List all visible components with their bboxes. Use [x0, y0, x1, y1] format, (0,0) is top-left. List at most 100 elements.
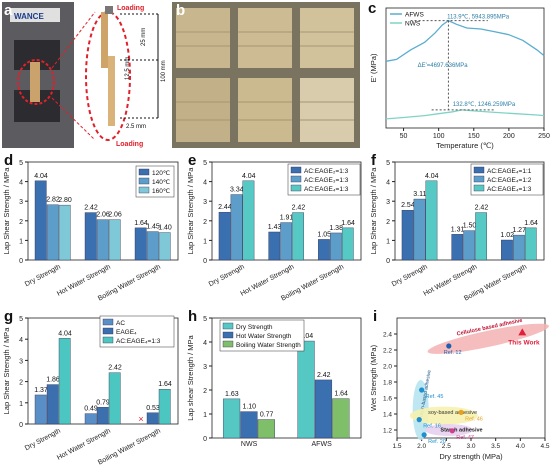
bar-value-label: 2.06 — [96, 212, 110, 219]
specimen — [30, 62, 40, 102]
bar-value-label: 1.64 — [341, 220, 355, 227]
bar — [318, 239, 330, 261]
legend-label: 140℃ — [152, 179, 171, 186]
legend-swatch — [102, 336, 114, 344]
panel-b-photos — [172, 2, 360, 148]
bar — [513, 234, 525, 261]
zoom-line-bottom — [51, 97, 96, 141]
bar — [58, 204, 71, 261]
point-label: Ref. 45 — [426, 394, 444, 400]
bar-value-label: 4.04 — [242, 173, 256, 180]
bar — [230, 194, 243, 261]
x-tick-label: 150 — [468, 133, 480, 140]
chart-d-svg: 0 1 2 3 4 5 Lap Shear Strength / MPa Dry Streng… — [2, 160, 179, 303]
panel-c-label: c — [368, 0, 377, 17]
point — [421, 432, 427, 438]
bar — [96, 407, 109, 425]
panel-g-label: g — [4, 308, 14, 325]
bar — [96, 219, 109, 261]
bar — [146, 412, 159, 425]
bar-value-label: 1.05 — [317, 231, 331, 238]
y-axis-label: Lap shear Strength / MPa — [186, 334, 195, 420]
legend-box — [219, 319, 305, 352]
bar-value-label: 1.45 — [146, 224, 160, 231]
y-tick-label: 1 — [386, 238, 390, 245]
bar-value-label: 4.04 — [34, 173, 48, 180]
y-tick-label: 1 — [203, 412, 207, 419]
y-tick-label: 2 — [19, 219, 23, 226]
y-tick-label: 2 — [19, 380, 23, 387]
bar-value-label: 4.04 — [300, 333, 314, 340]
legend-swatch — [102, 318, 114, 326]
bar — [332, 398, 350, 439]
x-tick-label: 100 — [433, 133, 445, 140]
y-tick-label: 4 — [19, 180, 23, 187]
bar-value-label: 1.43 — [268, 224, 282, 231]
bar-value-label: 1.86 — [46, 377, 60, 384]
chart-c-svg: 50 100 150 200 250 Temperature (℃) E' (MPa) 113… — [369, 7, 550, 150]
y-tick-label: 4 — [203, 340, 207, 347]
y-tick-label: 0 — [203, 258, 207, 265]
y-tick-label: 1.2 — [383, 428, 392, 435]
legend-swatch — [222, 322, 234, 330]
legend-label: AC — [116, 320, 125, 327]
point-label: Ref. 20 — [428, 439, 446, 445]
series-line — [385, 19, 545, 62]
x-category-label: Dry Strength — [208, 264, 246, 289]
bar-value-label: 1.27 — [512, 227, 526, 234]
bar — [425, 180, 438, 261]
x-tick-label: 3.0 — [466, 443, 475, 450]
legend-label: AC:EAGE₂=1:3 — [304, 168, 349, 175]
bar-value-label: 1.10 — [242, 404, 256, 411]
legend-label: AC:EAGE₃=1:3 — [304, 177, 349, 184]
zoom-ellipse — [85, 11, 131, 141]
bar-value-label: 1.38 — [329, 225, 343, 232]
bar — [292, 212, 304, 261]
bar — [257, 419, 275, 439]
y-tick-label: 1 — [203, 238, 207, 245]
panel-c: 50 100 150 200 250 Temperature (℃) E' (MPa) 113… — [364, 0, 550, 150]
bar — [158, 232, 171, 261]
y-tick-label: 1.6 — [383, 396, 392, 403]
chart-e-svg: 0 1 2 3 4 5 Lap Shear Strength / MPa Dry Streng… — [186, 160, 362, 303]
bar-value-label: 1.02 — [500, 232, 514, 239]
dim-100mm-label: 100 mm — [161, 60, 167, 82]
loading-top-label: Loading — [117, 5, 144, 12]
bar-value-label: 2.42 — [292, 205, 306, 212]
legend-label: EAGE₄ — [116, 329, 137, 336]
chart-f-svg: 0 1 2 3 4 5 Lap Shear Strength / MPa Dry Streng… — [369, 160, 545, 303]
point-this-work — [518, 328, 527, 336]
bar-value-label: 1.40 — [158, 225, 172, 232]
legend-label: AFWS — [405, 12, 424, 19]
y-tick-label: 3 — [203, 364, 207, 371]
y-tick-label: 3 — [19, 358, 23, 365]
legend-label: Dry Strength — [236, 324, 273, 331]
bar — [158, 389, 171, 425]
bar — [413, 198, 426, 261]
bar-value-label: 1.31 — [451, 226, 465, 233]
panel-a-label: a — [4, 2, 13, 19]
bar-value-label: 1.91 — [280, 215, 294, 222]
y-tick-label: 5 — [386, 160, 390, 167]
y-tick-label: 2.2 — [383, 348, 392, 355]
point-label: This Work — [508, 339, 540, 346]
x-category-label: Dry Strength — [391, 264, 429, 289]
x-tick-label: 50 — [400, 133, 408, 140]
y-axis-label: Wet Strength (MPa) — [369, 344, 378, 411]
x-tick-label: 200 — [503, 133, 515, 140]
chart-g-svg: 0 1 2 3 4 5 Lap Shear Strength / MPa Dry Streng… — [2, 315, 179, 467]
panel-d: 0 1 2 3 4 5 Lap Shear Strength / MPa Dry Streng… — [0, 152, 184, 304]
dim-125mm-label: 12.5 mm — [125, 57, 131, 80]
y-axis-label: E' (MPa) — [369, 53, 378, 82]
y-tick-label: 0 — [19, 258, 23, 265]
bar — [401, 210, 414, 261]
legend-swatch — [138, 177, 150, 185]
bar-value-label: 1.37 — [34, 387, 48, 394]
bar-value-label: 1.64 — [134, 220, 148, 227]
peak-annotation: 113.9℃, 5943.895MPa — [447, 14, 510, 20]
bar — [341, 227, 354, 261]
y-tick-label: 4 — [19, 337, 23, 344]
panel-b: b — [172, 2, 360, 148]
legend-label: AC:EAGE₄=1:2 — [487, 177, 532, 184]
bar-value-label: 3.34 — [230, 187, 244, 194]
